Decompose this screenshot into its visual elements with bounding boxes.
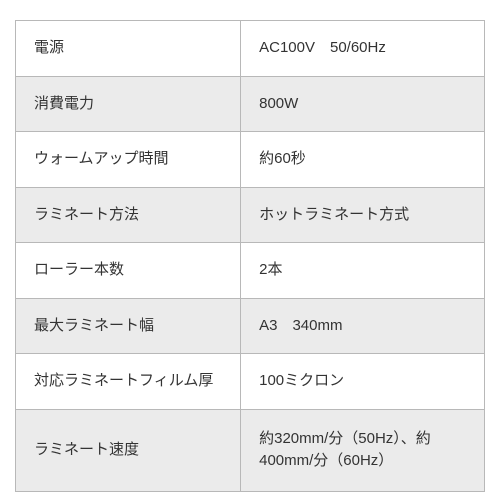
spec-value: AC100V 50/60Hz xyxy=(241,21,485,77)
spec-value: 800W xyxy=(241,76,485,132)
spec-label: 最大ラミネート幅 xyxy=(16,298,241,354)
spec-label: ラミネート方法 xyxy=(16,187,241,243)
spec-label: 対応ラミネートフィルム厚 xyxy=(16,354,241,410)
table-row: 電源 AC100V 50/60Hz xyxy=(16,21,485,77)
spec-label: 電源 xyxy=(16,21,241,77)
spec-label: ラミネート速度 xyxy=(16,409,241,491)
spec-value: ホットラミネート方式 xyxy=(241,187,485,243)
table-row: 最大ラミネート幅 A3 340mm xyxy=(16,298,485,354)
spec-table: 電源 AC100V 50/60Hz 消費電力 800W ウォームアップ時間 約6… xyxy=(15,20,485,492)
spec-label: 消費電力 xyxy=(16,76,241,132)
spec-value: 100ミクロン xyxy=(241,354,485,410)
table-row: ウォームアップ時間 約60秒 xyxy=(16,132,485,188)
table-row: ラミネート方法 ホットラミネート方式 xyxy=(16,187,485,243)
spec-label: ローラー本数 xyxy=(16,243,241,299)
table-row: ラミネート速度 約320mm/分（50Hz）、約400mm/分（60Hz） xyxy=(16,409,485,491)
spec-value: 約60秒 xyxy=(241,132,485,188)
spec-label: ウォームアップ時間 xyxy=(16,132,241,188)
table-row: 消費電力 800W xyxy=(16,76,485,132)
spec-value: A3 340mm xyxy=(241,298,485,354)
spec-value: 2本 xyxy=(241,243,485,299)
spec-value: 約320mm/分（50Hz）、約400mm/分（60Hz） xyxy=(241,409,485,491)
table-row: 対応ラミネートフィルム厚 100ミクロン xyxy=(16,354,485,410)
table-row: ローラー本数 2本 xyxy=(16,243,485,299)
